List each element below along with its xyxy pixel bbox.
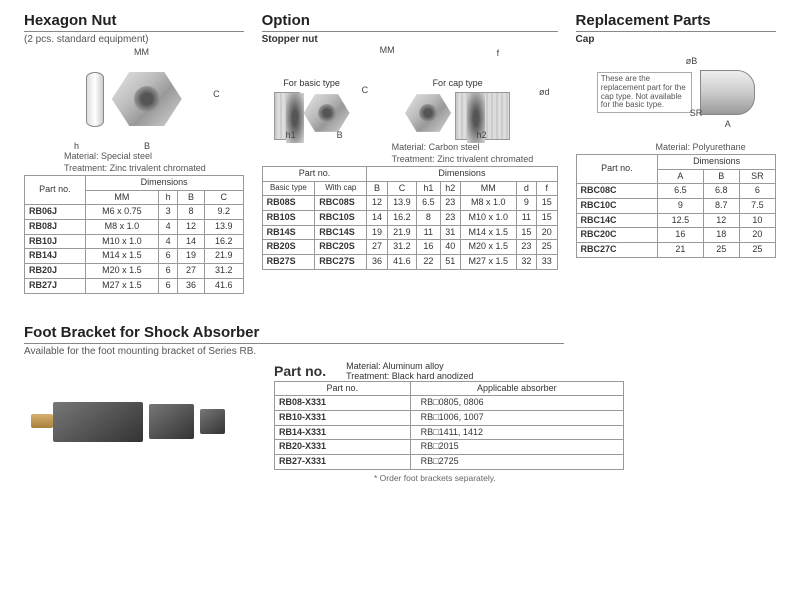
basic-label: For basic type — [262, 78, 362, 88]
cap-label: For cap type — [368, 78, 548, 88]
dim-d: ød — [539, 87, 550, 97]
th-fpartno: Part no. — [275, 381, 411, 396]
hexnut-section: Hexagon Nut (2 pcs. standard equipment) … — [24, 12, 244, 294]
th-mm: MM — [85, 190, 158, 205]
table-row: RB14JM14 x 1.561921.9 — [25, 249, 244, 264]
th-fabsorber: Applicable absorber — [410, 381, 623, 396]
foot-image — [24, 361, 254, 483]
table-row: RB20SRBC20S2731.21640M20 x 1.52325 — [262, 240, 557, 255]
th-rpartno: Part no. — [576, 155, 658, 184]
th-h: h — [159, 190, 178, 205]
hexnut-subtitle: (2 pcs. standard equipment) — [24, 34, 244, 45]
dim-mm: MM — [134, 47, 149, 57]
cap-note: These are the replacement part for the c… — [597, 72, 692, 113]
th-c: C — [204, 190, 243, 205]
table-row: RBC08C6.56.86 — [576, 184, 775, 199]
table-row: RB20-X331RB□2015 — [275, 440, 624, 455]
th-ra: A — [658, 169, 703, 184]
option-subtitle: Stopper nut — [262, 34, 558, 45]
bolt-icon — [31, 414, 53, 428]
table-row: RB27-X331RB□2725 — [275, 454, 624, 469]
th-ob: B — [367, 181, 387, 196]
table-row: RB10-X331RB□1006, 1007 — [275, 410, 624, 425]
washer-icon — [86, 72, 104, 127]
rep-title: Replacement Parts — [576, 12, 776, 32]
bracket-large-icon — [53, 402, 143, 442]
hexnut-table: Part no. Dimensions MM h B C RB06JM6 x 0… — [24, 175, 244, 294]
dim-c: C — [213, 89, 220, 99]
dim-h1: h1 — [286, 130, 296, 140]
table-row: RB20JM20 x 1.562731.2 — [25, 264, 244, 279]
th-of: f — [537, 181, 557, 196]
table-row: RB08SRBC08S1213.96.523M8 x 1.0915 — [262, 196, 557, 211]
foot-material: Material: Aluminum alloy — [346, 361, 473, 371]
cap-icon — [700, 70, 755, 115]
top-row: Hexagon Nut (2 pcs. standard equipment) … — [24, 12, 776, 294]
table-row: RB14SRBC14S1921.91131M14 x 1.51520 — [262, 225, 557, 240]
replacement-table: Part no. Dimensions A B SR RBC08C6.56.86… — [576, 154, 776, 258]
dim-ca: A — [725, 119, 731, 129]
bracket-small-icon — [200, 409, 225, 434]
dim-mm2: MM — [380, 45, 395, 55]
hexnut-material: Material: Special steel — [64, 151, 244, 161]
dim-f: f — [497, 48, 500, 58]
stopper-cap-hex-icon — [405, 92, 451, 134]
th-rdims: Dimensions — [658, 155, 776, 170]
table-row: RBC14C12.51210 — [576, 213, 775, 228]
replacement-section: Replacement Parts Cap These are the repl… — [576, 12, 776, 294]
rep-subtitle: Cap — [576, 34, 776, 45]
th-oh1: h1 — [417, 181, 440, 196]
th-oh2: h2 — [440, 181, 460, 196]
th-omm: MM — [460, 181, 516, 196]
table-row: RB27SRBC27S3641.62251M27 x 1.53233 — [262, 255, 557, 270]
table-row: RB10JM10 x 1.041416.2 — [25, 234, 244, 249]
option-section: Option Stopper nut For basic type For ca… — [262, 12, 558, 294]
hexnut-diagram: MM h B C — [24, 49, 244, 149]
th-withcap: With cap — [315, 181, 367, 196]
table-row: RBC20C161820 — [576, 228, 775, 243]
rep-material: Material: Polyurethane — [656, 142, 776, 152]
table-row: RB14-X331RB□1411, 1412 — [275, 425, 624, 440]
table-row: RB27JM27 x 1.563641.6 — [25, 278, 244, 293]
hexnut-icon — [112, 69, 182, 129]
th-dims: Dimensions — [85, 176, 243, 191]
th-rsr: SR — [739, 169, 775, 184]
table-row: RB10SRBC10S1416.2823M10 x 1.01115 — [262, 211, 557, 226]
th-b: B — [178, 190, 205, 205]
table-row: RBC27C212525 — [576, 243, 775, 258]
th-partno2: Part no. — [262, 167, 367, 182]
dim-sr: SR — [690, 108, 703, 118]
foot-partno-label: Part no. — [274, 363, 326, 381]
foot-footnote: * Order foot brackets separately. — [374, 473, 624, 483]
table-row: RB08JM8 x 1.041213.9 — [25, 220, 244, 235]
th-rb: B — [703, 169, 739, 184]
bracket-medium-icon — [149, 404, 194, 439]
option-treatment: Treatment: Zinc trivalent chromated — [392, 154, 558, 164]
dim-h2: h2 — [477, 130, 487, 140]
foot-section: Foot Bracket for Shock Absorber Availabl… — [24, 324, 776, 483]
hexnut-title: Hexagon Nut — [24, 12, 244, 32]
foot-treatment: Treatment: Black hard anodized — [346, 371, 473, 381]
foot-subtitle: Available for the foot mounting bracket … — [24, 346, 776, 357]
dim-b: B — [144, 141, 150, 151]
th-oc: C — [387, 181, 416, 196]
foot-table: Part no. Applicable absorber RB08-X331RB… — [274, 381, 624, 470]
option-table: Part no. Dimensions Basic type With cap … — [262, 166, 558, 270]
dim-c2: C — [362, 85, 369, 95]
option-title: Option — [262, 12, 558, 32]
th-basic: Basic type — [262, 181, 315, 196]
option-material: Material: Carbon steel — [392, 142, 558, 152]
th-od: d — [516, 181, 536, 196]
dim-h: h — [74, 141, 79, 151]
table-row: RBC10C98.77.5 — [576, 199, 775, 214]
th-dims2: Dimensions — [367, 167, 557, 182]
table-row: RB06JM6 x 0.75389.2 — [25, 205, 244, 220]
dim-b2: B — [337, 130, 343, 140]
foot-title: Foot Bracket for Shock Absorber — [24, 324, 564, 344]
hexnut-treatment: Treatment: Zinc trivalent chromated — [64, 163, 244, 173]
th-partno: Part no. — [25, 176, 86, 205]
stopper-basic-hex-icon — [304, 92, 350, 134]
dim-cb: øB — [686, 56, 698, 66]
table-row: RB08-X331RB□0805, 0806 — [275, 396, 624, 411]
